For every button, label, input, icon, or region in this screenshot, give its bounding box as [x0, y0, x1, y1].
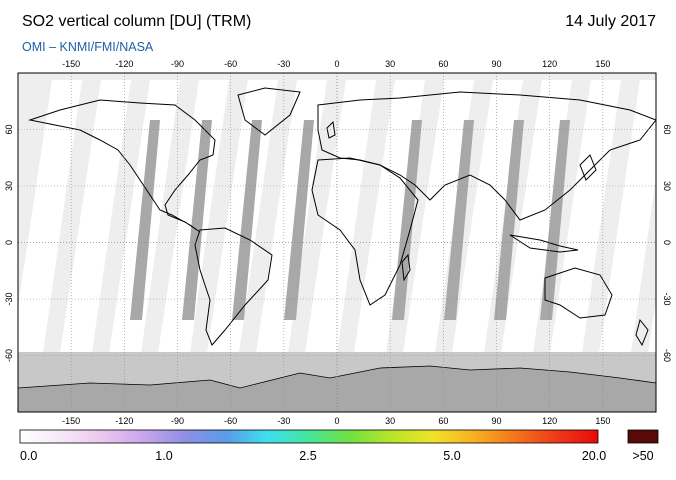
lon-tick-label: 30 [385, 59, 395, 69]
lon-tick-label: 60 [438, 59, 448, 69]
swath-strip [451, 80, 523, 360]
lon-tick-label: -150 [62, 59, 80, 69]
lon-tick-label: -90 [171, 416, 184, 426]
japan-coast [579, 154, 597, 181]
colorbar-overflow [627, 429, 659, 444]
sunglint-band [392, 120, 422, 320]
lat-tick-label: -30 [662, 292, 672, 305]
lat-tick-label: -60 [662, 349, 672, 362]
greenland-coast [237, 87, 301, 136]
sunglint-band [540, 120, 570, 320]
graticule [18, 73, 656, 412]
sunglint-bands [130, 120, 570, 320]
colorbar-label: 2.5 [299, 449, 317, 463]
lon-tick-label: 60 [438, 416, 448, 426]
colorbar-label: 1.0 [155, 449, 173, 463]
sunglint-band [182, 120, 212, 320]
swath-strip [549, 80, 621, 360]
data-source: OMI – KNMI/FMI/NASA [22, 40, 154, 54]
lon-tick-label: -30 [277, 59, 290, 69]
lon-tick-label: 0 [334, 416, 339, 426]
swath-strip [59, 80, 131, 360]
lon-tick-label: 90 [491, 416, 501, 426]
axis-tick-labels: -150 -150 -120 -120 -90 -90 -60 -60 -30 -30 0 0 30 30… [4, 59, 672, 426]
colorbar-label: >50 [632, 449, 654, 463]
lon-tick-label: -120 [115, 59, 133, 69]
new-zealand-coast [635, 318, 649, 347]
lat-tick-label: 0 [662, 240, 672, 245]
lon-tick-label: 120 [542, 59, 557, 69]
sunglint-band [130, 120, 160, 320]
swath-strip [598, 80, 656, 360]
coastlines [28, 87, 656, 347]
sunglint-band [232, 120, 262, 320]
lon-tick-label: -120 [115, 416, 133, 426]
lon-tick-label: -90 [171, 59, 184, 69]
sunglint-band [494, 120, 524, 320]
colorbar-gradient [19, 429, 599, 444]
lat-tick-label: 0 [4, 240, 14, 245]
lat-tick-label: 30 [4, 181, 14, 191]
lat-tick-label: 60 [662, 124, 672, 134]
north-america-coast [28, 99, 216, 233]
lon-tick-label: 150 [595, 416, 610, 426]
map-date: 14 July 2017 [565, 13, 656, 30]
colorbar-label: 0.0 [20, 449, 38, 463]
lon-tick-label: -60 [224, 416, 237, 426]
lat-tick-label: -30 [4, 292, 14, 305]
map-frame [17, 72, 657, 413]
lon-tick-label: 90 [491, 59, 501, 69]
australia-coast [544, 267, 613, 319]
swath-strip [402, 80, 474, 360]
swath-strip [18, 80, 82, 360]
lon-tick-label: 0 [334, 59, 339, 69]
south-america-coast [194, 227, 273, 346]
map-title: SO2 vertical column [DU] (TRM) [22, 13, 252, 30]
sunglint-band [444, 120, 474, 320]
lon-tick-label: -150 [62, 416, 80, 426]
sunglint-band [284, 120, 314, 320]
swath-strip [647, 300, 656, 360]
lon-tick-label: 120 [542, 416, 557, 426]
madagascar-coast [401, 253, 411, 282]
lat-tick-label: 30 [662, 181, 672, 191]
lat-tick-label: 60 [4, 124, 14, 134]
lon-tick-label: 30 [385, 416, 395, 426]
colorbar [19, 429, 659, 444]
lat-tick-label: -60 [4, 349, 14, 362]
swath-strip [353, 80, 425, 360]
lon-tick-label: -60 [224, 59, 237, 69]
colorbar-label: 20.0 [581, 449, 607, 463]
swath-strip [304, 80, 376, 360]
indonesia-coast [509, 234, 579, 253]
africa-coast [311, 157, 419, 306]
lon-tick-label: 150 [595, 59, 610, 69]
swath-strip [500, 80, 572, 360]
uk-coast [326, 120, 336, 139]
colorbar-label: 5.0 [443, 449, 461, 463]
lon-tick-label: -30 [277, 416, 290, 426]
